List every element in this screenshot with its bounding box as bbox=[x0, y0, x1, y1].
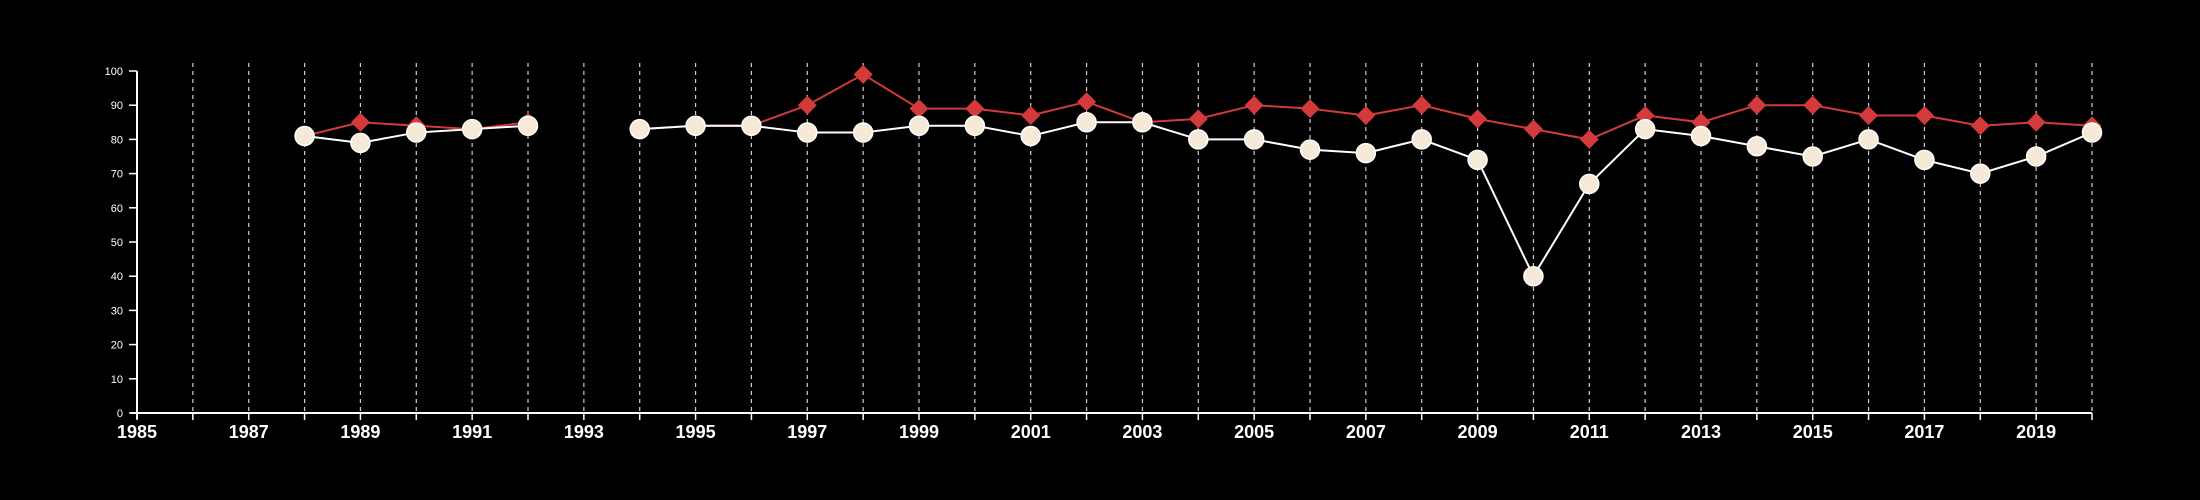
series-1-point-2010 bbox=[1523, 119, 1543, 139]
series-1-point-2015 bbox=[1803, 95, 1823, 115]
series-2-point-2017 bbox=[1914, 149, 1935, 171]
x-tick-label-2007: 2007 bbox=[1346, 422, 1386, 442]
x-tick-label-1985: 1985 bbox=[117, 422, 157, 442]
series-1-point-2016 bbox=[1859, 105, 1879, 125]
series-2-point-2013 bbox=[1690, 125, 1712, 147]
x-tick-label-2015: 2015 bbox=[1793, 422, 1833, 442]
series-1-point-2007 bbox=[1356, 105, 1376, 125]
series-1-point-2004 bbox=[1188, 109, 1208, 129]
series-2-point-1996 bbox=[741, 115, 762, 136]
series-2-point-2007 bbox=[1355, 142, 1377, 164]
axes bbox=[131, 71, 2092, 419]
series-2-point-1994 bbox=[629, 118, 650, 140]
series-1-point-2018 bbox=[1970, 116, 1990, 136]
series-2-point-1998 bbox=[852, 122, 874, 143]
y-tick-label-70: 70 bbox=[111, 169, 123, 181]
x-axis-ticks: 1985 1987 1989 1991 1993 1995 1997 1999 2001 2003… bbox=[117, 413, 2093, 442]
series-1-point-2009 bbox=[1468, 109, 1488, 129]
series-2-point-1997 bbox=[797, 122, 818, 143]
series-2-point-2012 bbox=[1634, 118, 1656, 140]
series-1-point-2000 bbox=[965, 99, 985, 119]
series-1-point-2017 bbox=[1914, 105, 1934, 125]
y-tick-label-50: 50 bbox=[111, 237, 123, 249]
series-1-point-2002 bbox=[1077, 92, 1097, 112]
series-1-point-2001 bbox=[1021, 105, 1041, 125]
x-tick-label-2017: 2017 bbox=[1904, 422, 1944, 442]
y-tick-label-40: 40 bbox=[111, 271, 123, 283]
series-2-point-2014 bbox=[1746, 135, 1768, 157]
series-2-point-2008 bbox=[1411, 129, 1432, 150]
series-1-point-2019 bbox=[2026, 112, 2046, 132]
series-2-point-2009 bbox=[1467, 149, 1488, 171]
series-2-point-1991 bbox=[461, 118, 483, 140]
x-tick-label-2001: 2001 bbox=[1011, 422, 1051, 442]
series-2-point-1999 bbox=[908, 115, 930, 136]
x-tick-label-1999: 1999 bbox=[899, 422, 939, 442]
x-tick-label-1991: 1991 bbox=[452, 422, 492, 442]
series-2-point-2004 bbox=[1188, 129, 1209, 150]
y-tick-label-30: 30 bbox=[111, 305, 123, 317]
x-tick-label-2011: 2011 bbox=[1570, 422, 1609, 442]
y-tick-label-80: 80 bbox=[111, 134, 123, 146]
y-tick-label-20: 20 bbox=[111, 340, 123, 352]
x-tick-label-2003: 2003 bbox=[1122, 422, 1162, 442]
series-markers bbox=[294, 64, 2103, 287]
series-2-point-2002 bbox=[1076, 112, 1097, 133]
series-2-point-1989 bbox=[350, 132, 371, 154]
series-1-point-2014 bbox=[1747, 95, 1767, 115]
x-tick-label-1989: 1989 bbox=[340, 422, 380, 442]
series-2-point-1992 bbox=[517, 115, 539, 136]
y-tick-label-90: 90 bbox=[111, 100, 123, 112]
series-2-point-2005 bbox=[1243, 129, 1265, 150]
y-axis-ticks: 0 10 20 30 40 50 60 70 80 90 100 bbox=[105, 66, 137, 420]
series-2-point-2010 bbox=[1523, 265, 1544, 287]
series-2-point-1995 bbox=[685, 115, 706, 136]
x-tick-label-2019: 2019 bbox=[2016, 422, 2056, 442]
series-2-point-2011 bbox=[1579, 173, 1600, 195]
x-tick-label-2013: 2013 bbox=[1681, 422, 1721, 442]
y-tick-label-100: 100 bbox=[105, 66, 123, 78]
series-2-point-2018 bbox=[1970, 163, 1991, 184]
series-2-point-1988 bbox=[294, 125, 315, 147]
series-2-point-2001 bbox=[1020, 125, 1041, 147]
y-tick-label-0: 0 bbox=[117, 408, 123, 420]
series-2-point-2006 bbox=[1299, 139, 1321, 160]
y-tick-label-10: 10 bbox=[111, 374, 123, 386]
x-tick-label-2005: 2005 bbox=[1234, 422, 1274, 442]
series-1-point-1998 bbox=[853, 64, 873, 84]
x-tick-label-1987: 1987 bbox=[229, 422, 269, 442]
series-1-point-2006 bbox=[1300, 99, 1320, 119]
series-2-point-2003 bbox=[1132, 112, 1153, 133]
x-tick-label-1995: 1995 bbox=[676, 422, 716, 442]
series-1-point-2008 bbox=[1412, 95, 1432, 115]
series-2-point-2020 bbox=[2081, 122, 2103, 143]
series-1-point-1989 bbox=[350, 112, 370, 132]
series-2-point-2015 bbox=[1802, 146, 1823, 167]
y-tick-label-60: 60 bbox=[111, 203, 123, 215]
series-1-point-1999 bbox=[909, 99, 929, 119]
x-tick-label-1997: 1997 bbox=[787, 422, 827, 442]
series-1-point-1997 bbox=[797, 95, 817, 115]
series-2-point-2000 bbox=[964, 115, 986, 136]
series-1-point-2011 bbox=[1579, 129, 1599, 149]
series-1-point-2005 bbox=[1244, 95, 1264, 115]
series-2-point-2016 bbox=[1858, 129, 1879, 150]
series-2-point-2019 bbox=[2025, 146, 2047, 167]
series-2-point-1990 bbox=[406, 122, 427, 143]
x-tick-label-2009: 2009 bbox=[1458, 422, 1498, 442]
x-tick-label-1993: 1993 bbox=[564, 422, 604, 442]
